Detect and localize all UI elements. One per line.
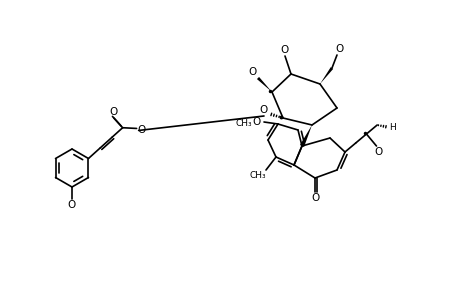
Text: O: O	[280, 45, 289, 55]
Text: CH₃: CH₃	[235, 118, 252, 127]
Text: O: O	[137, 125, 146, 136]
Polygon shape	[299, 125, 311, 147]
Polygon shape	[319, 67, 332, 84]
Text: H: H	[388, 122, 395, 131]
Text: O: O	[248, 67, 257, 77]
Text: O: O	[374, 147, 382, 157]
Text: O: O	[110, 107, 118, 117]
Text: CH₃: CH₃	[249, 170, 266, 179]
Polygon shape	[257, 77, 271, 92]
Text: O: O	[311, 193, 319, 203]
Text: O: O	[335, 44, 343, 54]
Text: O: O	[252, 117, 261, 127]
Text: O: O	[68, 200, 76, 210]
Text: O: O	[259, 105, 268, 115]
